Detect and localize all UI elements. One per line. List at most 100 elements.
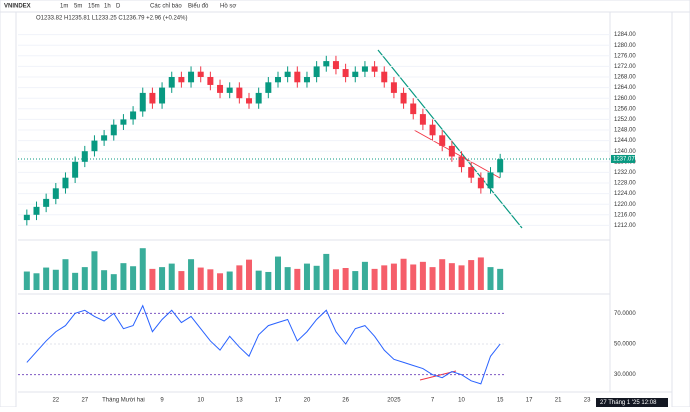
candle-body <box>81 151 88 162</box>
volume-bar <box>313 265 320 290</box>
volume-bar <box>439 259 446 290</box>
volume-bar <box>342 268 349 290</box>
volume-bar <box>81 267 88 290</box>
volume-bar <box>139 248 146 290</box>
candle-body <box>323 61 330 67</box>
candle-body <box>390 82 397 93</box>
volume-bar <box>91 251 98 290</box>
volume-bar <box>33 273 40 290</box>
volume-bar <box>477 257 484 290</box>
candle-body <box>178 77 185 83</box>
volume-bar <box>458 265 465 290</box>
volume-bar <box>62 259 69 290</box>
interval[interactable]: D <box>116 4 121 10</box>
volume-bar <box>101 270 108 290</box>
candle-body <box>72 161 79 178</box>
candle-body <box>477 177 484 189</box>
interval[interactable]: 5m <box>74 4 82 10</box>
candle-body <box>429 124 436 136</box>
x-tick-label: Tháng Mười hai <box>102 398 145 404</box>
candle-body <box>468 167 475 178</box>
volume-bar <box>217 273 224 290</box>
interval[interactable]: 15m <box>88 4 100 10</box>
candle-body <box>284 71 291 77</box>
volume-bar <box>303 263 310 290</box>
candle-body <box>361 66 368 72</box>
candle-body <box>197 71 204 77</box>
candle-body <box>303 77 310 83</box>
volume-bar <box>323 253 330 290</box>
candle-body <box>110 124 117 136</box>
volume-bar <box>497 268 504 290</box>
y-tick-label: 1244.00 <box>614 138 636 144</box>
volume-bar <box>294 268 301 290</box>
candle-body <box>332 61 339 70</box>
last-price-bg <box>611 154 635 163</box>
volume-bar <box>52 269 59 290</box>
clock-bg <box>596 398 668 407</box>
x-tick-label: 26 <box>342 398 349 404</box>
right-toolbar <box>671 11 690 408</box>
volume-bar <box>255 270 262 290</box>
candle-body <box>149 92 156 104</box>
symbol[interactable]: VNINDEX <box>4 4 31 10</box>
x-tick-label: 13 <box>236 398 243 404</box>
rsi-tick-label: 30.0000 <box>614 372 636 378</box>
y-tick-label: 1284.00 <box>614 32 636 38</box>
interval[interactable]: 1h <box>104 4 111 10</box>
volume-bar <box>207 269 214 290</box>
candle-body <box>62 177 69 189</box>
volume-bar <box>23 271 30 290</box>
x-tick-label: 20 <box>304 398 311 404</box>
candle-body <box>419 114 426 125</box>
menu[interactable]: Biểu đồ <box>188 3 209 10</box>
candle-body <box>255 92 262 104</box>
candle-body <box>274 77 281 83</box>
volume-bar <box>487 267 494 290</box>
y-tick-label: 1212.00 <box>614 223 636 229</box>
candle-body <box>487 172 494 189</box>
candle-body <box>265 82 272 93</box>
candle-body <box>313 66 320 77</box>
y-tick-label: 1272.00 <box>614 64 636 70</box>
volume-bar <box>284 267 291 290</box>
volume-bar <box>120 263 127 290</box>
candle-body <box>371 66 378 72</box>
left-toolbar <box>0 11 17 408</box>
rsi-tick-label: 50.0000 <box>614 342 636 348</box>
volume-bar <box>352 271 359 290</box>
candle-body <box>130 111 137 120</box>
volume-bar <box>448 263 455 290</box>
x-tick-label: 10 <box>197 398 204 404</box>
candle-body <box>23 214 30 221</box>
trend-line[interactable] <box>377 49 523 229</box>
trend-line[interactable] <box>413 129 501 179</box>
interval[interactable]: 1m <box>60 4 68 10</box>
x-tick-label: 9 <box>160 398 164 404</box>
menu[interactable]: Hồ sơ <box>220 4 236 10</box>
volume-bar <box>72 272 79 290</box>
volume-bar <box>274 256 281 290</box>
y-tick-label: 1264.00 <box>614 85 636 91</box>
y-tick-label: 1260.00 <box>614 96 636 102</box>
x-tick-label: 10 <box>458 398 465 404</box>
last-price-label: 1237.07 <box>613 157 635 163</box>
y-tick-label: 1232.00 <box>614 170 636 176</box>
volume-bar <box>197 267 204 290</box>
top-toolbar <box>0 0 690 13</box>
volume-bar <box>429 267 436 290</box>
x-tick-label: 17 <box>526 398 533 404</box>
ohlc-legend: O1233.82 H1235.81 L1233.25 C1236.79 +2.9… <box>36 16 187 22</box>
candle-body <box>120 119 127 125</box>
rsi-tick-label: 70.0000 <box>614 311 636 317</box>
candle-body <box>400 92 407 104</box>
candle-body <box>188 71 195 83</box>
volume-bar <box>265 271 272 290</box>
volume-bar <box>159 267 166 290</box>
candle-body <box>226 87 233 93</box>
y-tick-label: 1220.00 <box>614 202 636 208</box>
menu[interactable]: Các chỉ báo <box>150 3 182 10</box>
candle-body <box>342 69 349 77</box>
candle-body <box>207 77 214 85</box>
